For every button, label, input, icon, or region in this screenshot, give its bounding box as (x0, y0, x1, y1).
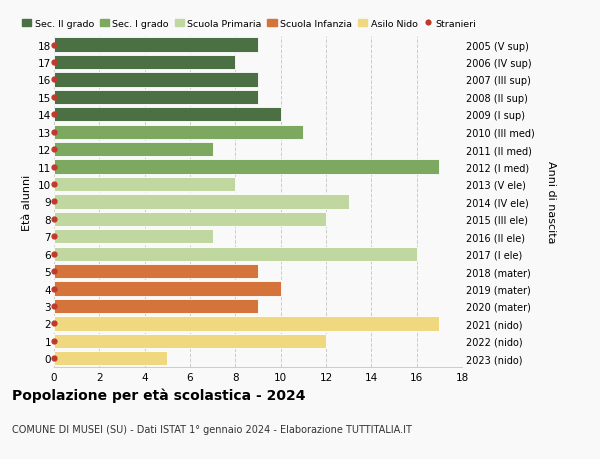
Bar (54, 299, 258, 313)
Bar (54, 125, 304, 140)
Legend: Sec. II grado, Sec. I grado, Scuola Primaria, Scuola Infanzia, Asilo Nido, Stran: Sec. II grado, Sec. I grado, Scuola Prim… (22, 20, 476, 29)
Bar (54, 108, 281, 122)
Y-axis label: Anni di nascita: Anni di nascita (546, 161, 556, 243)
Bar (54, 195, 349, 209)
Bar (54, 282, 281, 296)
Bar (54, 352, 167, 366)
Bar (54, 73, 258, 87)
Bar (54, 212, 326, 226)
Bar (54, 247, 416, 261)
Bar (54, 56, 235, 70)
Bar (54, 317, 439, 331)
Bar (54, 334, 326, 348)
Bar (54, 230, 212, 244)
Bar (54, 160, 439, 174)
Y-axis label: Età alunni: Età alunni (22, 174, 32, 230)
Text: COMUNE DI MUSEI (SU) - Dati ISTAT 1° gennaio 2024 - Elaborazione TUTTITALIA.IT: COMUNE DI MUSEI (SU) - Dati ISTAT 1° gen… (12, 425, 412, 435)
Text: Popolazione per età scolastica - 2024: Popolazione per età scolastica - 2024 (12, 388, 305, 403)
Bar (54, 143, 212, 157)
Bar (54, 90, 258, 105)
Bar (54, 38, 258, 52)
Bar (54, 264, 258, 279)
Bar (54, 178, 235, 192)
